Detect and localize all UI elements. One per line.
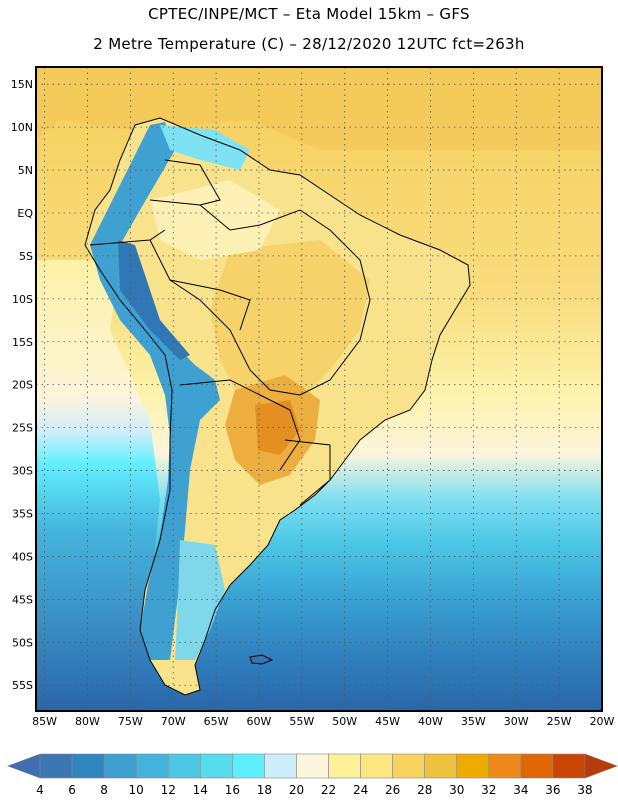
map-title: CPTEC/INPE/MCT – Eta Model 15km – GFS [148, 5, 470, 23]
lat-label: 10S [12, 293, 33, 306]
uruguay-border [284, 439, 331, 506]
caribbean-field [36, 67, 602, 150]
andes-cold [90, 122, 220, 660]
colorbar-label: 14 [193, 783, 208, 797]
colorbar-label: 32 [481, 783, 496, 797]
colorbar-label: 26 [385, 783, 400, 797]
colorbar-swatch [71, 753, 105, 779]
colorbar-label: 6 [68, 783, 76, 797]
map-field [36, 67, 602, 711]
colorbar-label: 18 [257, 783, 272, 797]
colorbar-swatch [552, 753, 586, 779]
patagonia-cool [175, 540, 225, 660]
colorbar-swatch [232, 753, 265, 779]
lat-label: 45S [12, 593, 33, 606]
brazil-border [149, 199, 371, 396]
colorbar-swatch [520, 753, 554, 779]
colombia-border [164, 159, 221, 206]
lat-label: 30S [12, 465, 33, 478]
lon-label: 40W [418, 715, 443, 728]
lon-label: 45W [375, 715, 400, 728]
colorbar-swatch [39, 753, 73, 779]
lat-label: 15S [12, 336, 33, 349]
map-frame [35, 66, 603, 712]
political-borders [84, 117, 471, 696]
colorbar-label: 8 [100, 783, 108, 797]
lat-label: 40S [12, 550, 33, 563]
lon-label: 85W [32, 715, 57, 728]
lat-label: 10N [11, 121, 33, 134]
lat-label: 55S [12, 679, 33, 692]
amazon-mild [150, 180, 280, 260]
chaco-core [255, 400, 300, 455]
venezuela-cool [160, 125, 250, 170]
lon-label: 60W [247, 715, 272, 728]
colorbar-label: 24 [353, 783, 368, 797]
colorbar-label: 22 [321, 783, 336, 797]
altiplano-cold [118, 240, 190, 360]
lon-label: 35W [461, 715, 486, 728]
colorbar-swatch [264, 753, 297, 779]
map-subtitle: 2 Metre Temperature (C) – 28/12/2020 12U… [93, 35, 525, 53]
colorbar-high-arrow [584, 753, 618, 779]
bolivia-paraguay-border [179, 379, 301, 471]
lat-label: 15N [11, 78, 33, 91]
colorbar-swatch [360, 753, 393, 779]
colorbar-label: 34 [513, 783, 528, 797]
lat-label: 50S [12, 636, 33, 649]
lon-label: 25W [547, 715, 572, 728]
colorbar-swatch [199, 753, 233, 779]
colorbar-swatch [488, 753, 522, 779]
lon-label: 30W [504, 715, 529, 728]
interior-warm [210, 240, 370, 420]
colorbar-label: 10 [129, 783, 144, 797]
colorbar-swatch [167, 753, 201, 779]
lat-label: 25S [12, 422, 33, 435]
colorbar-swatch [456, 753, 490, 779]
peru-border [169, 279, 251, 331]
colorbar-label: 4 [36, 783, 44, 797]
colorbar-swatch [296, 753, 329, 779]
colorbar-swatch [135, 753, 169, 779]
colorbar-low-arrow [7, 753, 41, 779]
lon-label: 75W [118, 715, 143, 728]
coastline [84, 117, 471, 696]
lon-label: 70W [161, 715, 186, 728]
ecuador-border [89, 229, 166, 246]
lat-label: 5N [18, 164, 33, 177]
lat-label: 35S [12, 508, 33, 521]
colorbar-swatch [328, 753, 361, 779]
lon-label: 20W [590, 715, 615, 728]
colorbar: 4 6 8 10 12 14 16 18 20 22 24 26 28 30 32 34 36 38 [7, 753, 618, 797]
colorbar-label: 36 [545, 783, 560, 797]
pacific-field [36, 260, 160, 711]
colorbar-swatch [103, 753, 137, 779]
colorbar-label: 38 [577, 783, 592, 797]
lat-label: EQ [17, 207, 33, 220]
lat-label: 5S [19, 250, 33, 263]
colorbar-label: 28 [417, 783, 432, 797]
latitude-labels: 15N 10N 5N EQ 5S 10S 15S 20S 25S 30S 35S 40S 45S 50S 5… [11, 78, 34, 692]
lat-label: 20S [12, 379, 33, 392]
colorbar-swatch [424, 753, 458, 779]
gridlines [36, 67, 602, 711]
colorbar-label: 12 [161, 783, 176, 797]
longitude-labels: 85W 80W 75W 70W 65W 60W 55W 50W 45W 40W 35W 30W 25W 2… [32, 715, 614, 728]
lon-label: 80W [75, 715, 100, 728]
lon-label: 55W [289, 715, 314, 728]
lon-label: 50W [332, 715, 357, 728]
colorbar-label: 16 [225, 783, 240, 797]
colorbar-swatch [392, 753, 426, 779]
lon-label: 65W [204, 715, 229, 728]
colorbar-label: 20 [289, 783, 304, 797]
colorbar-label: 30 [449, 783, 464, 797]
falkland-islands [249, 654, 274, 665]
